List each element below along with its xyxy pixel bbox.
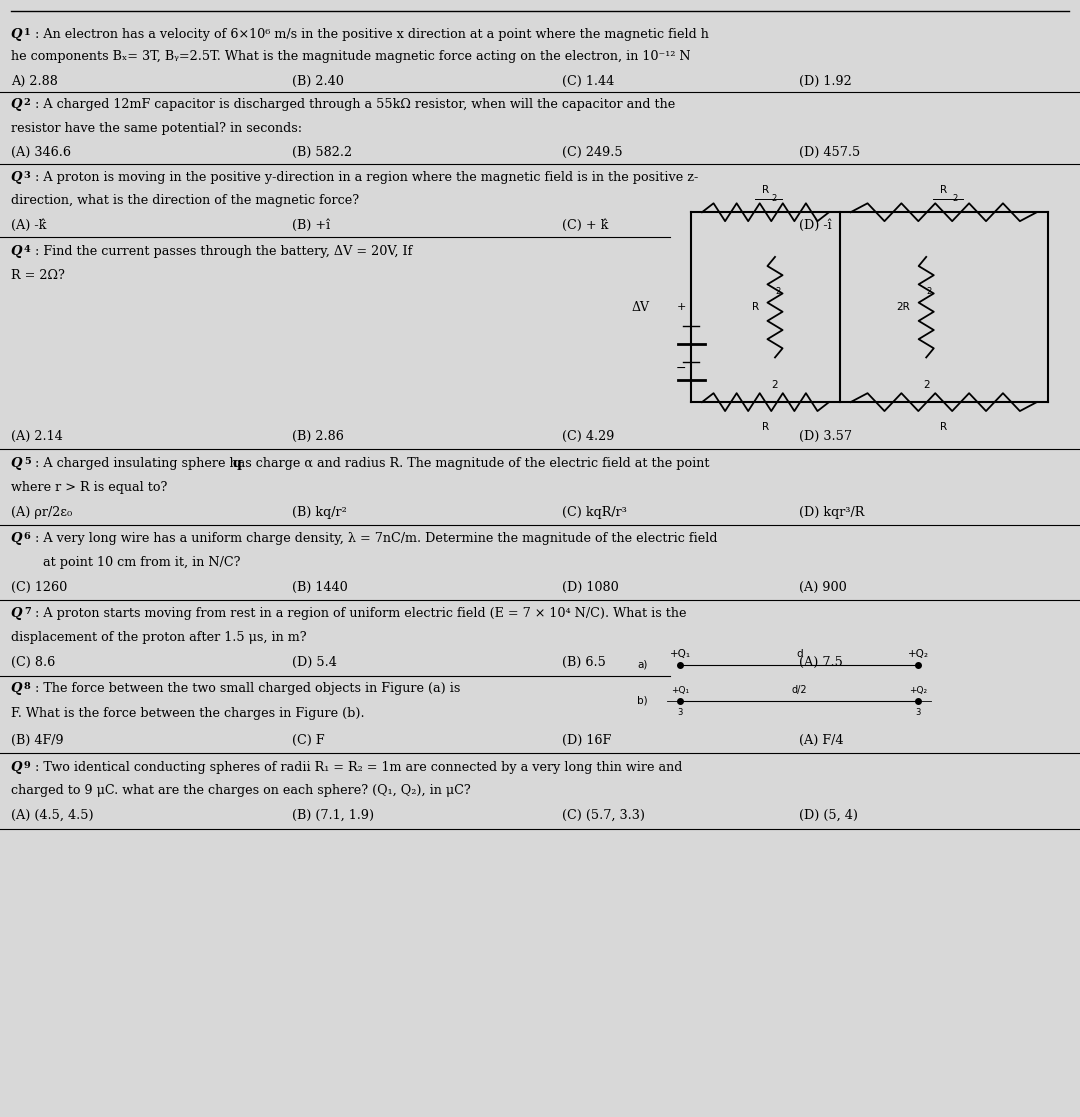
Text: Q: Q — [11, 28, 23, 41]
Text: (A) -k̂: (A) -k̂ — [11, 219, 46, 232]
Text: direction, what is the direction of the magnetic force?: direction, what is the direction of the … — [11, 194, 359, 208]
Text: : A proton is moving in the positive y-direction in a region where the magnetic : : A proton is moving in the positive y-d… — [35, 171, 698, 184]
Text: Q: Q — [11, 761, 23, 774]
Text: R: R — [941, 185, 947, 195]
Text: (D) 5.4: (D) 5.4 — [292, 656, 337, 669]
Text: +: + — [676, 303, 686, 312]
Text: (A) ρr/2ε₀: (A) ρr/2ε₀ — [11, 506, 72, 519]
Text: at point 10 cm from it, in N/C?: at point 10 cm from it, in N/C? — [43, 556, 241, 570]
Text: (B) kq/r²: (B) kq/r² — [292, 506, 347, 519]
Text: (A) 7.5: (A) 7.5 — [799, 656, 843, 669]
Text: (C) 1260: (C) 1260 — [11, 581, 67, 594]
Text: he components Bₓ= 3T, Bᵧ=2.5T. What is the magnitude magnetic force acting on th: he components Bₓ= 3T, Bᵧ=2.5T. What is t… — [11, 50, 690, 64]
Text: R: R — [762, 422, 769, 432]
Text: (C) F: (C) F — [292, 734, 324, 747]
Text: −: − — [675, 362, 686, 375]
Text: : Two identical conducting spheres of radii R₁ = R₂ = 1m are connected by a very: : Two identical conducting spheres of ra… — [35, 761, 681, 774]
Text: q: q — [232, 457, 241, 470]
Text: (D) kqr³/R: (D) kqr³/R — [799, 506, 865, 519]
Text: +Q₂: +Q₂ — [907, 649, 929, 659]
Text: 2: 2 — [953, 194, 958, 203]
Text: (D) 3.57: (D) 3.57 — [799, 430, 852, 443]
Text: Q: Q — [11, 457, 23, 470]
Text: 9: 9 — [24, 761, 30, 770]
Text: 2: 2 — [923, 380, 930, 390]
Text: 2: 2 — [775, 287, 780, 296]
Text: : An electron has a velocity of 6×10⁶ m/s in the positive x direction at a point: : An electron has a velocity of 6×10⁶ m/… — [35, 28, 708, 41]
Text: 3: 3 — [678, 708, 683, 717]
Text: : The force between the two small charged objects in Figure (a) is: : The force between the two small charge… — [35, 682, 460, 696]
Text: Q: Q — [11, 245, 23, 258]
Text: (C) kqR/r³: (C) kqR/r³ — [562, 506, 626, 519]
Text: 2R: 2R — [896, 303, 910, 312]
Text: +Q₁: +Q₁ — [672, 686, 689, 695]
Text: (A) (4.5, 4.5): (A) (4.5, 4.5) — [11, 809, 94, 822]
Text: (B) 2.40: (B) 2.40 — [292, 75, 343, 88]
Text: (D) (5, 4): (D) (5, 4) — [799, 809, 859, 822]
Text: (C) 249.5: (C) 249.5 — [562, 146, 622, 160]
Text: 4: 4 — [24, 245, 30, 254]
Text: ΔV: ΔV — [632, 300, 650, 314]
Text: (C) 8.6: (C) 8.6 — [11, 656, 55, 669]
Text: Q: Q — [11, 98, 23, 112]
Text: 3: 3 — [916, 708, 920, 717]
Text: where r > R is equal to?: where r > R is equal to? — [11, 481, 167, 495]
Text: (D) -î: (D) -î — [799, 219, 832, 232]
Text: 1: 1 — [24, 28, 30, 37]
Text: : A proton starts moving from rest in a region of uniform electric field (E = 7 : : A proton starts moving from rest in a … — [35, 607, 686, 620]
Text: (D) 1080: (D) 1080 — [562, 581, 619, 594]
Text: displacement of the proton after 1.5 μs, in m?: displacement of the proton after 1.5 μs,… — [11, 631, 307, 645]
Text: a): a) — [637, 660, 648, 669]
Text: 5: 5 — [24, 457, 30, 466]
Text: 2: 2 — [927, 287, 931, 296]
Text: (C) + k̂: (C) + k̂ — [562, 219, 608, 232]
Text: (B) 6.5: (B) 6.5 — [562, 656, 606, 669]
Text: Q: Q — [11, 682, 23, 696]
Text: 2: 2 — [24, 98, 30, 107]
Text: +Q₁: +Q₁ — [670, 649, 691, 659]
Text: (B) 4F/9: (B) 4F/9 — [11, 734, 64, 747]
Text: (A) F/4: (A) F/4 — [799, 734, 843, 747]
Text: R: R — [752, 303, 759, 312]
Text: : Find the current passes through the battery, ΔV = 20V, If: : Find the current passes through the ba… — [35, 245, 411, 258]
Text: (C) 4.29: (C) 4.29 — [562, 430, 613, 443]
Text: : A very long wire has a uniform charge density, λ = 7nC/m. Determine the magnit: : A very long wire has a uniform charge … — [35, 532, 717, 545]
Text: (A) 900: (A) 900 — [799, 581, 847, 594]
Text: b): b) — [637, 696, 648, 705]
Text: Q: Q — [11, 171, 23, 184]
Text: F. What is the force between the charges in Figure (b).: F. What is the force between the charges… — [11, 707, 364, 720]
Text: (D) 457.5: (D) 457.5 — [799, 146, 861, 160]
Text: Q: Q — [11, 532, 23, 545]
Text: (D) 16F: (D) 16F — [562, 734, 611, 747]
Text: (B) 2.86: (B) 2.86 — [292, 430, 343, 443]
Text: 2: 2 — [772, 380, 779, 390]
Text: 8: 8 — [24, 682, 30, 691]
Text: d: d — [796, 649, 802, 659]
Text: resistor have the same potential? in seconds:: resistor have the same potential? in sec… — [11, 122, 302, 135]
Text: R: R — [941, 422, 947, 432]
Text: 2: 2 — [771, 194, 777, 203]
Text: : A charged 12mF capacitor is discharged through a 55kΩ resistor, when will the : : A charged 12mF capacitor is discharged… — [35, 98, 675, 112]
Text: (D) 1.92: (D) 1.92 — [799, 75, 852, 88]
Text: charged to 9 μC. what are the charges on each sphere? (Q₁, Q₂), in μC?: charged to 9 μC. what are the charges on… — [11, 784, 471, 798]
Text: d/2: d/2 — [792, 685, 807, 695]
Text: (B) 582.2: (B) 582.2 — [292, 146, 352, 160]
Text: 3: 3 — [24, 171, 30, 180]
Text: +Q₂: +Q₂ — [909, 686, 927, 695]
Text: (B) 1440: (B) 1440 — [292, 581, 348, 594]
Text: 6: 6 — [24, 532, 30, 541]
Text: : A charged insulating sphere has charge α and radius R. The magnitude of the el: : A charged insulating sphere has charge… — [35, 457, 710, 470]
Text: (B) +î: (B) +î — [292, 219, 329, 232]
Text: (A) 346.6: (A) 346.6 — [11, 146, 71, 160]
Text: (C) (5.7, 3.3): (C) (5.7, 3.3) — [562, 809, 645, 822]
Text: Q: Q — [11, 607, 23, 620]
Text: A) 2.88: A) 2.88 — [11, 75, 57, 88]
Text: R: R — [762, 185, 769, 195]
Text: (B) (7.1, 1.9): (B) (7.1, 1.9) — [292, 809, 374, 822]
Text: (A) 2.14: (A) 2.14 — [11, 430, 63, 443]
Text: (C) 1.44: (C) 1.44 — [562, 75, 613, 88]
Text: R = 2Ω?: R = 2Ω? — [11, 269, 65, 283]
Text: 7: 7 — [24, 607, 30, 615]
